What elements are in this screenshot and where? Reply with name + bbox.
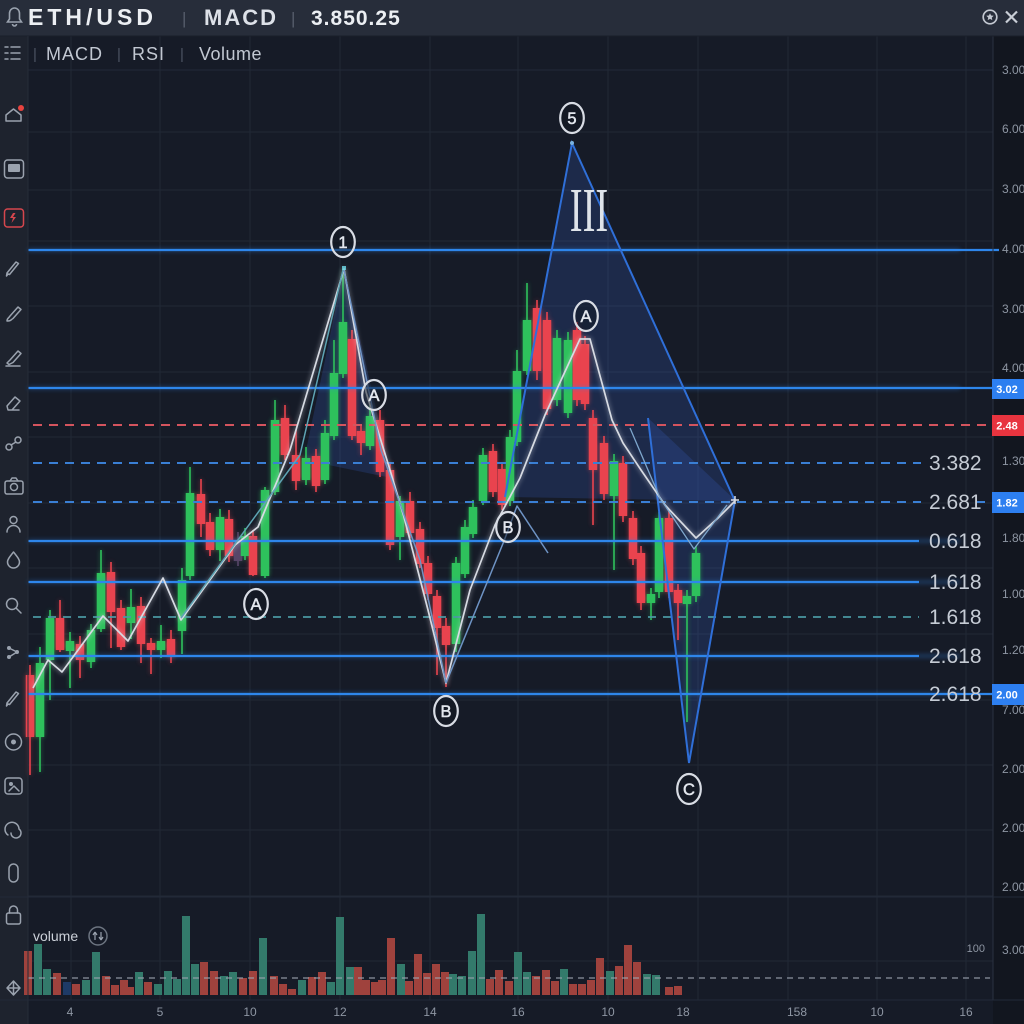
- svg-text:7.00: 7.00: [1002, 703, 1024, 717]
- svg-text:158: 158: [787, 1005, 807, 1019]
- svg-text:5: 5: [157, 1005, 164, 1019]
- svg-text:1: 1: [338, 234, 347, 252]
- svg-text:ETH/USD: ETH/USD: [28, 4, 157, 30]
- svg-text:3.00: 3.00: [1002, 302, 1024, 316]
- svg-text:5: 5: [567, 110, 576, 128]
- svg-text:1.30: 1.30: [1002, 454, 1024, 468]
- svg-text:16: 16: [959, 1005, 973, 1019]
- svg-text:2.00: 2.00: [1002, 880, 1024, 894]
- svg-text:3.00: 3.00: [1002, 943, 1024, 957]
- svg-text:A: A: [368, 387, 379, 405]
- svg-text:A: A: [580, 308, 591, 326]
- svg-text:2.00: 2.00: [1002, 821, 1024, 835]
- svg-text:4.00: 4.00: [1002, 361, 1024, 375]
- svg-text:1.82: 1.82: [996, 498, 1017, 510]
- svg-text:MACD: MACD: [204, 5, 278, 30]
- svg-text:1.20: 1.20: [1002, 643, 1024, 657]
- svg-text:B: B: [440, 703, 451, 721]
- svg-text:18: 18: [676, 1005, 690, 1019]
- svg-text:1.00: 1.00: [1002, 587, 1024, 601]
- svg-text:volume: volume: [33, 928, 78, 944]
- svg-text:RSI: RSI: [132, 44, 165, 64]
- svg-text:|: |: [33, 46, 37, 63]
- svg-text:3.850.25: 3.850.25: [311, 7, 401, 30]
- svg-text:2.00: 2.00: [996, 690, 1017, 702]
- svg-text:A: A: [250, 596, 261, 614]
- svg-text:|: |: [182, 9, 186, 28]
- svg-text:16: 16: [511, 1005, 525, 1019]
- svg-text:|: |: [291, 9, 295, 28]
- svg-text:2.618: 2.618: [929, 645, 982, 668]
- svg-text:3.382: 3.382: [929, 452, 982, 475]
- svg-text:14: 14: [423, 1005, 437, 1019]
- svg-text:3.02: 3.02: [996, 384, 1017, 396]
- svg-text:6.00: 6.00: [1002, 122, 1024, 136]
- svg-text:4: 4: [67, 1005, 74, 1019]
- svg-text:10: 10: [870, 1005, 884, 1019]
- svg-text:1.618: 1.618: [929, 571, 982, 594]
- svg-text:2.618: 2.618: [929, 683, 982, 706]
- svg-text:B: B: [502, 519, 513, 537]
- svg-text:Volume: Volume: [199, 44, 262, 64]
- svg-text:MACD: MACD: [46, 44, 103, 64]
- svg-text:4.00: 4.00: [1002, 242, 1024, 256]
- svg-text:3.00: 3.00: [1002, 182, 1024, 196]
- svg-text:2.48: 2.48: [996, 421, 1017, 433]
- svg-text:2.00: 2.00: [1002, 762, 1024, 776]
- svg-text:12: 12: [333, 1005, 347, 1019]
- svg-text:|: |: [117, 46, 121, 63]
- svg-text:2.681: 2.681: [929, 491, 982, 514]
- svg-text:10: 10: [243, 1005, 257, 1019]
- svg-text:|: |: [180, 46, 184, 63]
- svg-text:1.618: 1.618: [929, 606, 982, 629]
- svg-text:1.80: 1.80: [1002, 531, 1024, 545]
- svg-text:3.00: 3.00: [1002, 63, 1024, 77]
- svg-text:C: C: [683, 781, 695, 799]
- svg-text:10: 10: [601, 1005, 615, 1019]
- svg-text:III: III: [570, 177, 608, 246]
- svg-text:0.618: 0.618: [929, 530, 982, 553]
- svg-text:100: 100: [967, 943, 985, 955]
